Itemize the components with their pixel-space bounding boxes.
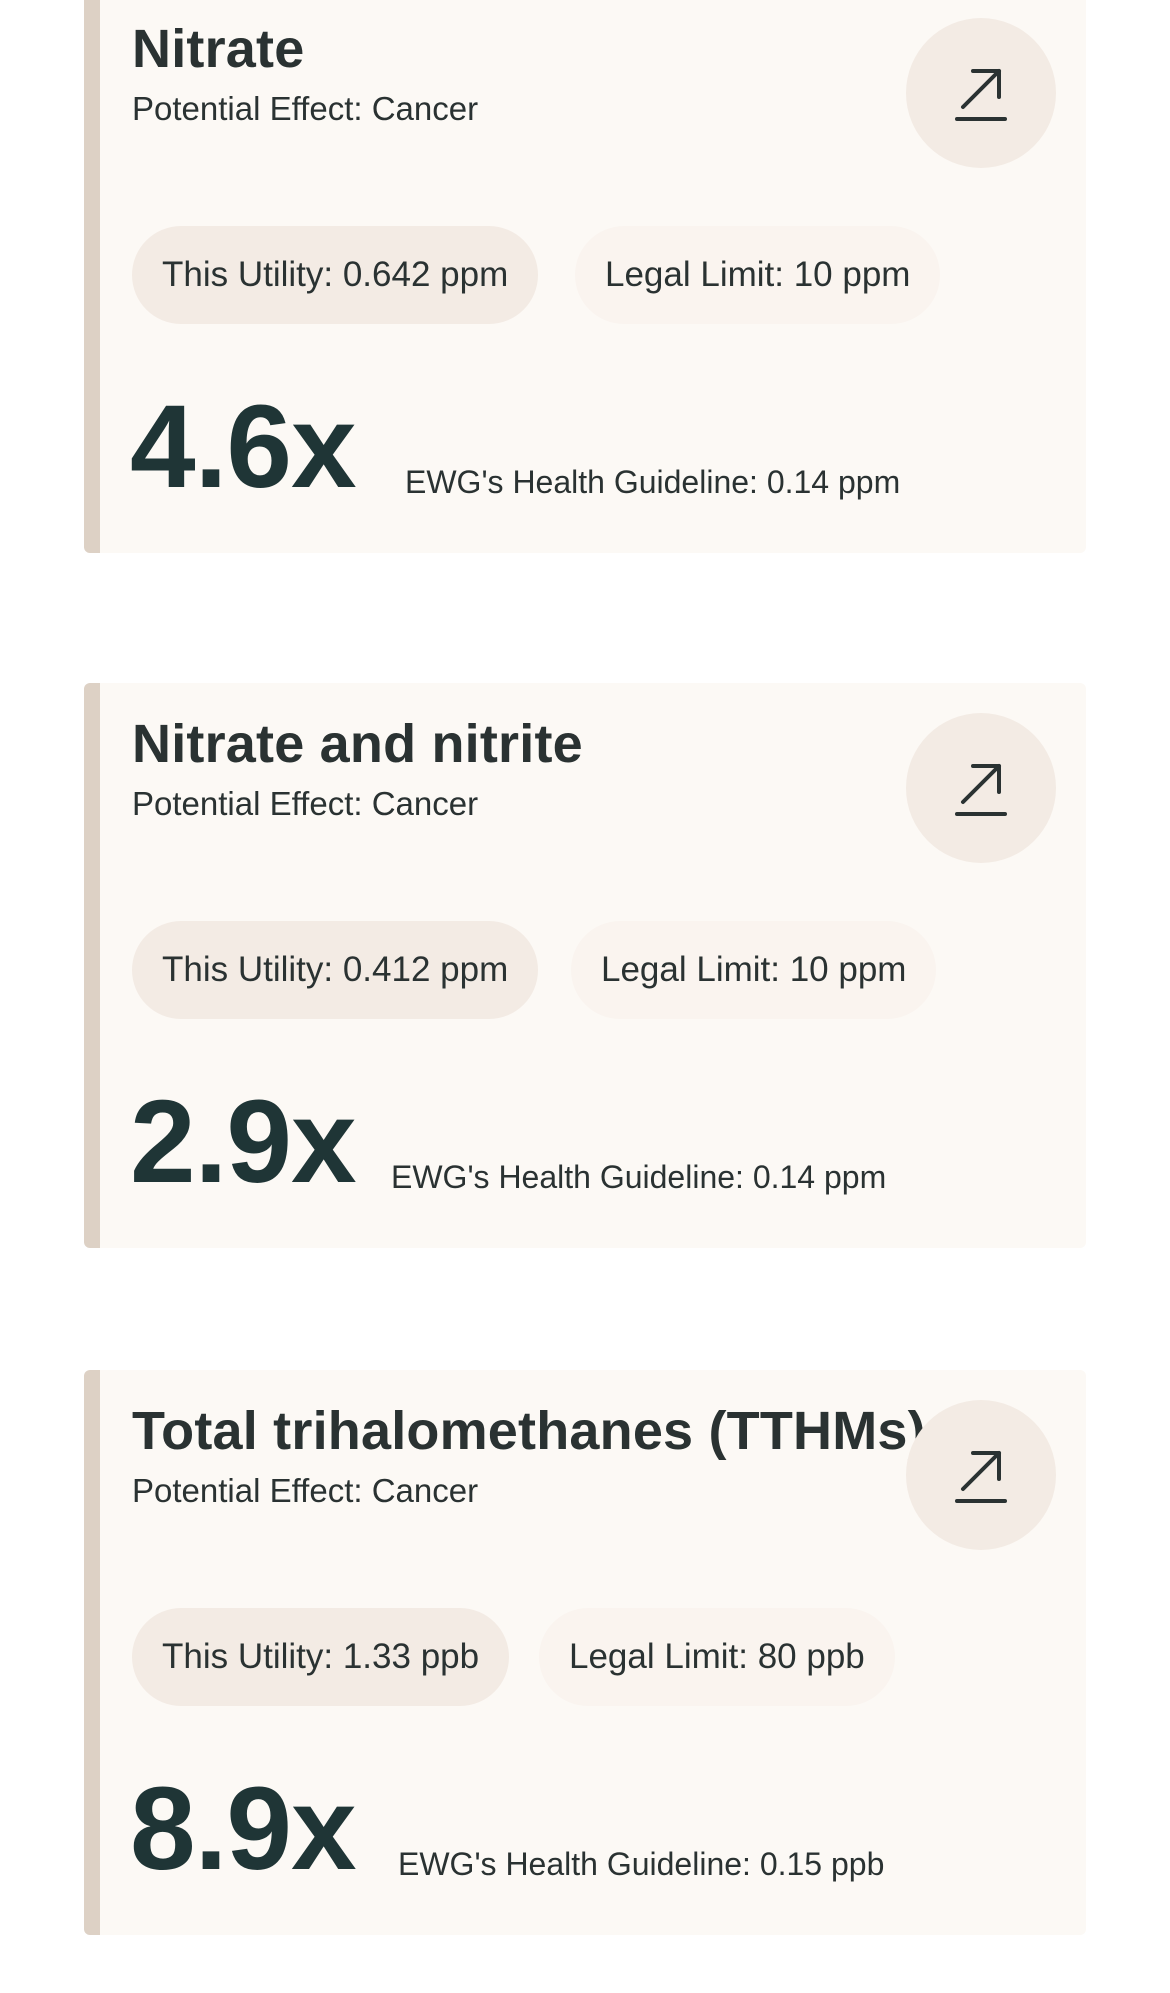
guideline-multiplier: 2.9x <box>130 1076 357 1208</box>
contaminant-name: Total trihalomethanes (TTHMs) <box>132 1401 926 1461</box>
contaminant-card-nitrate: Nitrate Potential Effect: Cancer This Ut… <box>84 0 1086 553</box>
health-guideline: EWG's Health Guideline: 0.14 ppm <box>405 464 901 500</box>
health-guideline: EWG's Health Guideline: 0.14 ppm <box>391 1159 887 1195</box>
contaminant-card-tthms: Total trihalomethanes (TTHMs) Potential … <box>84 1370 1086 1935</box>
contaminant-name: Nitrate <box>132 19 305 79</box>
open-details-button[interactable] <box>906 18 1056 168</box>
legal-limit-pill: Legal Limit: 10 ppm <box>571 921 937 1019</box>
guideline-multiplier: 4.6x <box>130 381 357 513</box>
legal-limit-pill: Legal Limit: 80 ppb <box>539 1608 895 1706</box>
this-utility-pill: This Utility: 1.33 ppb <box>132 1608 510 1706</box>
open-details-button[interactable] <box>906 713 1056 863</box>
guideline-multiplier: 8.9x <box>130 1763 357 1895</box>
legal-limit-pill: Legal Limit: 10 ppm <box>575 226 941 324</box>
contaminant-card-nitrate-and-nitrite: Nitrate and nitrite Potential Effect: Ca… <box>84 683 1086 1248</box>
this-utility-pill: This Utility: 0.642 ppm <box>132 226 539 324</box>
potential-effect: Potential Effect: Cancer <box>132 785 479 822</box>
potential-effect: Potential Effect: Cancer <box>132 90 479 127</box>
arrow-up-right-icon <box>955 69 1007 121</box>
this-utility-pill: This Utility: 0.412 ppm <box>132 921 539 1019</box>
contaminant-name: Nitrate and nitrite <box>132 714 583 774</box>
potential-effect: Potential Effect: Cancer <box>132 1472 479 1509</box>
arrow-up-right-icon <box>955 764 1007 816</box>
arrow-up-right-icon <box>955 1451 1007 1503</box>
open-details-button[interactable] <box>906 1400 1056 1550</box>
health-guideline: EWG's Health Guideline: 0.15 ppb <box>398 1846 885 1882</box>
